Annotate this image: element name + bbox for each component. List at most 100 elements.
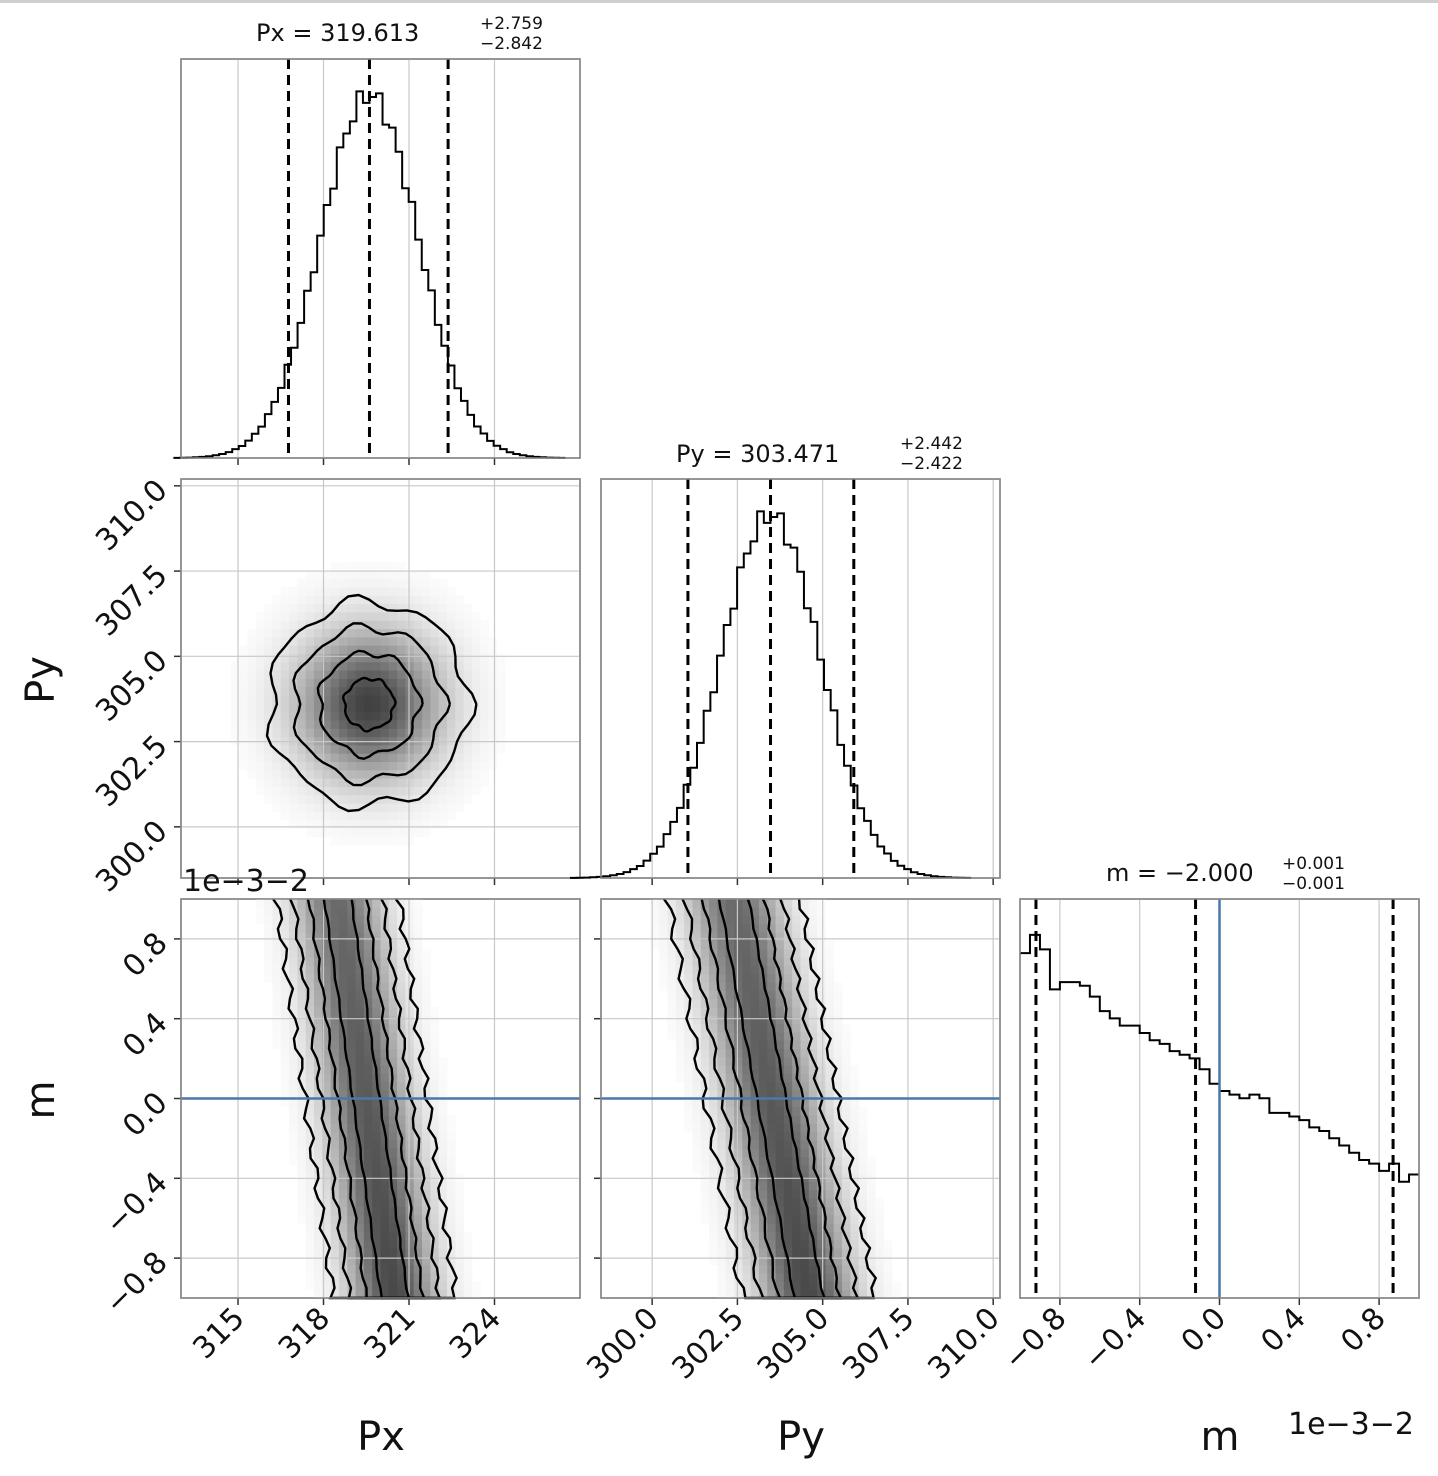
density-cell xyxy=(305,1198,315,1207)
density-cell xyxy=(742,1198,752,1207)
density-cell xyxy=(413,811,423,821)
density-cell xyxy=(297,695,307,704)
density-cell xyxy=(355,595,365,605)
density-cell xyxy=(322,695,332,704)
density-cell xyxy=(817,907,826,917)
density-cell xyxy=(347,1165,356,1174)
density-cell xyxy=(413,907,423,917)
density-cell xyxy=(783,973,793,983)
density-cell xyxy=(650,923,660,933)
density-cell xyxy=(297,1173,307,1183)
density-cell xyxy=(314,1115,323,1124)
density-cell xyxy=(322,1023,332,1033)
density-cell xyxy=(347,711,356,721)
density-cell xyxy=(438,745,448,754)
density-cell xyxy=(438,1081,448,1091)
density-cell xyxy=(347,957,356,966)
density-cell xyxy=(725,932,735,941)
density-cell xyxy=(480,620,489,630)
density-cell xyxy=(413,998,423,1008)
density-cell xyxy=(438,1181,448,1191)
density-cell xyxy=(767,1023,776,1033)
density-cell xyxy=(355,1098,365,1108)
density-cell xyxy=(322,587,332,596)
density-cell xyxy=(397,1281,406,1291)
density-cell xyxy=(330,1165,340,1174)
density-cell xyxy=(447,711,456,721)
density-cell xyxy=(405,703,415,713)
density-cell xyxy=(272,686,282,696)
density-cell xyxy=(355,769,365,779)
density-cell xyxy=(230,661,240,671)
density-cell xyxy=(734,940,743,950)
density-cell xyxy=(280,1015,290,1025)
density-cell xyxy=(380,636,390,646)
density-cell xyxy=(800,1023,810,1033)
density-cell xyxy=(422,1023,431,1033)
density-cell xyxy=(422,990,431,1000)
density-cell xyxy=(314,1023,323,1033)
density-cell xyxy=(347,811,356,821)
density-cell xyxy=(725,1248,735,1257)
density-cell xyxy=(455,1264,465,1274)
density-cell xyxy=(850,1115,860,1124)
density-cell xyxy=(330,1248,340,1257)
density-cell xyxy=(338,1048,348,1058)
density-cell xyxy=(363,653,373,663)
density-cell xyxy=(388,612,398,621)
density-cell xyxy=(413,1073,423,1083)
density-cell xyxy=(363,1256,373,1266)
density-cell xyxy=(338,1214,348,1224)
density-cell xyxy=(447,811,456,821)
density-cell xyxy=(750,990,760,1000)
density-cell xyxy=(388,1123,398,1133)
density-cell xyxy=(767,1231,776,1241)
py-histogram-panel xyxy=(570,478,1001,885)
density-cell xyxy=(355,670,365,679)
density-cell xyxy=(338,1056,348,1066)
density-cell xyxy=(322,1106,332,1116)
density-cell xyxy=(817,948,826,958)
density-cell xyxy=(322,720,332,729)
density-cell xyxy=(783,1123,793,1133)
density-cell xyxy=(717,957,727,966)
density-cell xyxy=(289,620,298,630)
density-cell xyxy=(463,1231,473,1241)
density-cell xyxy=(330,1181,340,1191)
density-cell xyxy=(363,562,373,571)
density-cell xyxy=(388,1198,398,1207)
density-cell xyxy=(289,1156,298,1166)
density-cell xyxy=(380,1256,390,1266)
density-cell xyxy=(305,695,315,704)
density-cell xyxy=(388,645,398,654)
density-cell xyxy=(438,1289,448,1299)
density-cell xyxy=(422,1223,431,1232)
density-cell xyxy=(825,1140,835,1149)
density-cell xyxy=(239,711,248,721)
density-cell xyxy=(800,1239,810,1249)
density-cell xyxy=(355,1165,365,1174)
density-cell xyxy=(264,612,273,621)
density-cell xyxy=(355,1281,365,1291)
density-cell xyxy=(289,1148,298,1158)
density-cell xyxy=(775,1189,785,1199)
x-axis-label-m: m xyxy=(1201,1414,1240,1460)
density-cell xyxy=(338,1081,348,1091)
density-cell xyxy=(289,728,298,738)
density-cell xyxy=(380,1106,390,1116)
density-cell xyxy=(734,1090,743,1099)
density-cell xyxy=(675,940,685,950)
density-cell xyxy=(388,1023,398,1033)
density-cell xyxy=(833,1098,843,1108)
density-cell xyxy=(875,1231,885,1241)
density-cell xyxy=(709,1198,718,1207)
density-cell xyxy=(305,636,315,646)
density-cell xyxy=(471,628,481,638)
density-cell xyxy=(842,1148,851,1158)
density-cell xyxy=(700,1198,710,1207)
density-cell xyxy=(430,1256,440,1266)
density-cell xyxy=(338,1206,348,1216)
density-cell xyxy=(875,1214,885,1224)
density-cell xyxy=(397,1206,406,1216)
density-cell xyxy=(380,1165,390,1174)
